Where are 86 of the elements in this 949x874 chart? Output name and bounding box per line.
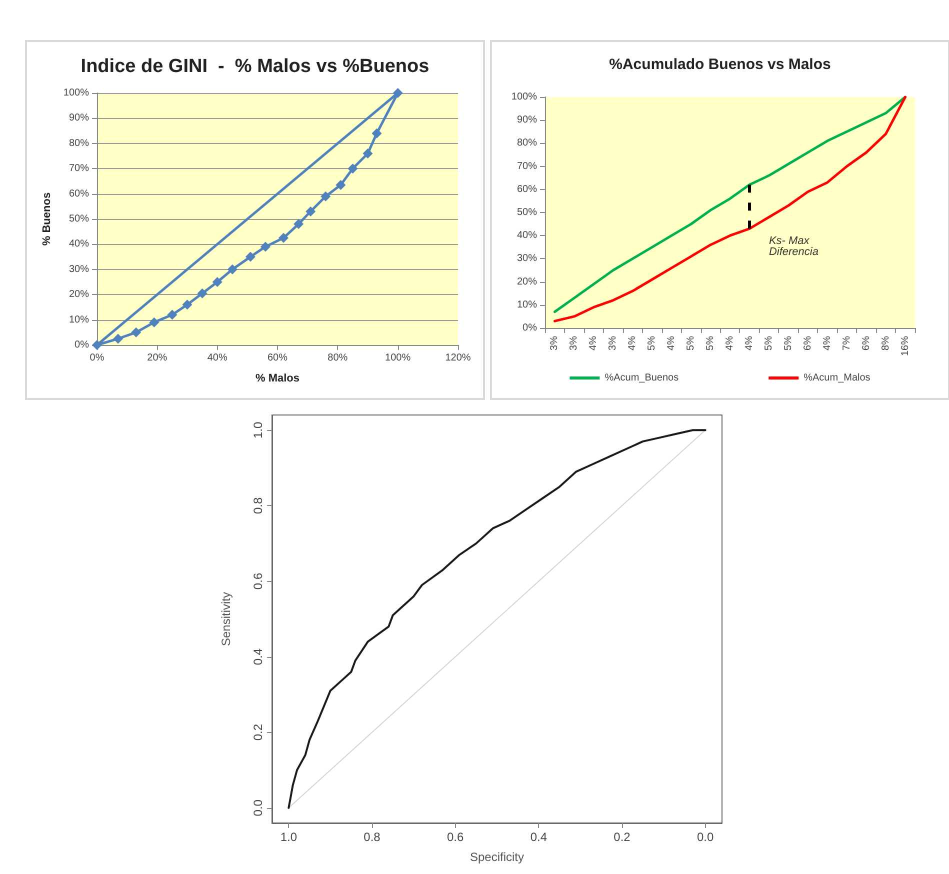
x-tick-label: 6%: [802, 336, 814, 350]
x-tick-label: 5%: [686, 336, 697, 350]
x-tick-label: 80%: [328, 352, 348, 364]
x-tick-label: 0%: [90, 352, 104, 364]
y-tick-label: 90%: [68, 112, 90, 124]
x-tick-label: 5%: [705, 336, 716, 350]
y-axis-title: Sensitivity: [219, 592, 233, 646]
x-tick-label: 3%: [568, 336, 580, 350]
x-tick-label: 5%: [782, 336, 794, 350]
x-tick-label: 4%: [588, 336, 600, 350]
y-tick-label: 80%: [68, 138, 90, 149]
legend-label: %Acum_Malos: [804, 372, 870, 384]
x-tick-label: 3%: [549, 336, 560, 350]
y-tick-label: 60%: [68, 188, 90, 200]
x-tick-label: 4%: [627, 336, 638, 350]
x-tick-label: 4%: [666, 336, 678, 350]
y-tick-label: 50%: [68, 214, 90, 224]
point: [294, 219, 304, 230]
x-tick-label: 20%: [147, 352, 168, 364]
x-tick-label: 4%: [744, 336, 755, 350]
x-axis-title: Specificity: [470, 850, 524, 864]
x-tick-label: 0.2: [614, 830, 631, 844]
x-tick-label: 0.8: [364, 830, 381, 844]
y-tick-label: 100%: [511, 92, 538, 102]
y-tick-label: 0.2: [251, 724, 265, 741]
y-tick-label: 40%: [516, 230, 538, 242]
point: [260, 242, 270, 252]
point: [372, 128, 382, 138]
x-tick-label: 100%: [385, 352, 411, 364]
y-axis-title: % Buenos: [41, 192, 54, 246]
point: [278, 232, 289, 243]
point: [149, 317, 160, 328]
point: [306, 206, 316, 216]
x-tick-label: 4%: [822, 336, 833, 350]
y-tick-label: 90%: [516, 114, 538, 126]
y-tick-label: 10%: [516, 299, 538, 310]
annotation: Ks- Max Diferencia: [768, 235, 818, 258]
point: [113, 334, 124, 344]
x-tick-label: 0.0: [696, 830, 714, 844]
chart-title: %Acumulado Buenos vs Malos: [609, 56, 831, 73]
y-tick-label: 60%: [516, 184, 538, 195]
x-tick-label: 4%: [724, 336, 736, 350]
legend-label: %Acum_Buenos: [604, 372, 679, 384]
point: [197, 288, 208, 298]
x-tick-label: 8%: [880, 336, 892, 350]
x-tick-label: 120%: [445, 352, 471, 364]
point: [167, 310, 178, 320]
point: [227, 264, 238, 274]
point: [348, 164, 358, 174]
y-tick-label: 1.0: [251, 421, 265, 438]
x-tick-label: 0.6: [446, 830, 464, 844]
point: [320, 191, 331, 202]
y-tick-label: 30%: [516, 253, 538, 264]
x-tick-label: 16%: [900, 336, 911, 356]
x-tick-label: 60%: [267, 352, 288, 364]
x-tick-label: 3%: [608, 336, 619, 350]
point: [245, 252, 256, 262]
point: [362, 148, 373, 158]
y-tick-label: 100%: [63, 88, 90, 98]
y-tick-label: 20%: [68, 289, 90, 300]
x-tick-label: 0.4: [530, 830, 548, 844]
chart-title: Indice de GINI - % Malos vs %Buenos: [80, 56, 430, 77]
y-tick-label: 30%: [68, 264, 90, 275]
x-tick-label: 7%: [841, 336, 852, 350]
point: [212, 277, 222, 287]
x-tick-label: 5%: [646, 336, 658, 350]
point: [182, 300, 192, 310]
point: [336, 180, 346, 190]
y-tick-label: 80%: [516, 138, 538, 149]
x-axis-title: % Malos: [255, 372, 300, 384]
y-tick-label: 70%: [516, 160, 538, 172]
point: [131, 327, 142, 338]
y-tick-label: 0.6: [251, 572, 265, 590]
y-tick-label: 10%: [68, 314, 90, 326]
y-tick-label: 40%: [68, 238, 90, 250]
y-tick-label: 20%: [516, 276, 538, 288]
y-tick-label: 70%: [68, 163, 90, 174]
x-tick-label: 1.0: [280, 830, 298, 844]
x-tick-label: 5%: [763, 336, 774, 350]
y-tick-label: 50%: [516, 207, 538, 218]
y-tick-label: 0%: [522, 322, 538, 334]
x-tick-label: 40%: [207, 352, 228, 364]
y-tick-label: 0.4: [251, 648, 265, 666]
x-tick-label: 6%: [860, 336, 872, 350]
y-tick-label: 0.8: [251, 497, 265, 514]
y-tick-label: 0.0: [251, 799, 265, 816]
